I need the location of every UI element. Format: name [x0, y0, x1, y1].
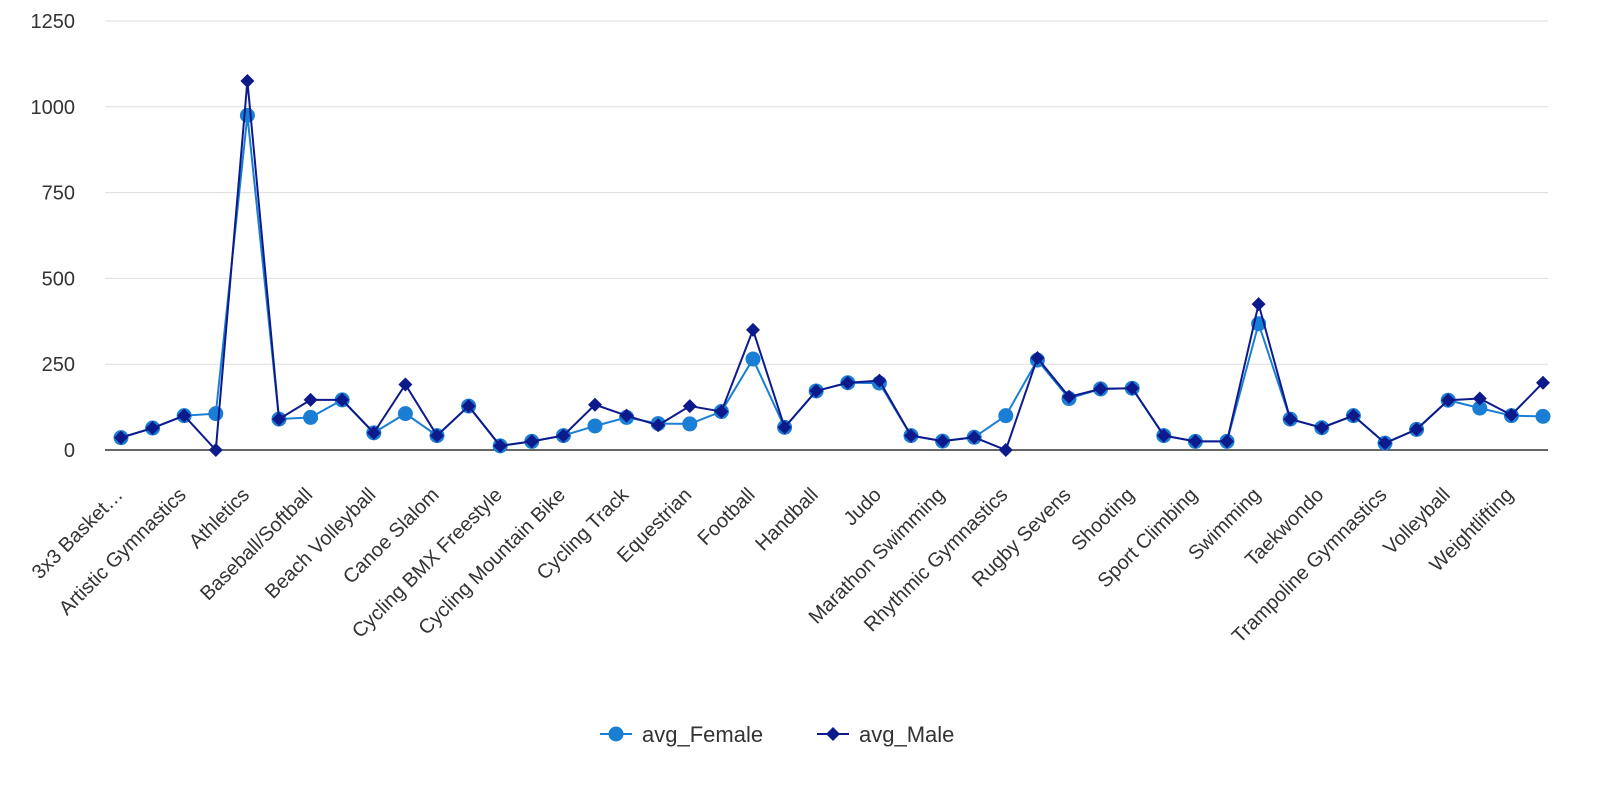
data-point-avg_Male — [840, 375, 855, 390]
data-point-avg_Male — [303, 392, 318, 407]
data-point-avg_Male — [1504, 407, 1519, 422]
data-point-avg_Female — [998, 408, 1014, 424]
data-point-avg_Male — [619, 408, 634, 423]
series-group — [113, 74, 1551, 457]
legend-label: avg_Male — [859, 722, 954, 747]
data-point-avg_Male — [1156, 428, 1171, 443]
data-point-avg_Male — [714, 404, 729, 419]
y-tick-label: 0 — [64, 440, 75, 462]
data-point-avg_Male — [1251, 297, 1266, 312]
y-tick-label: 1250 — [31, 11, 76, 33]
y-tick-label: 750 — [42, 183, 75, 205]
data-point-avg_Male — [398, 377, 413, 392]
data-point-avg_Female — [682, 416, 698, 432]
data-point-avg_Female — [745, 351, 761, 367]
data-point-avg_Male — [809, 383, 824, 398]
data-point-avg_Male — [366, 425, 381, 440]
legend-item-avg_Male: avg_Male — [817, 722, 954, 747]
data-point-avg_Male — [145, 421, 160, 436]
x-tick-label: Artistic Gymnastics — [55, 484, 191, 620]
legend-label: avg_Female — [642, 722, 763, 747]
y-axis-tick-labels: 0 250 500 750 1000 1250 — [31, 11, 76, 462]
x-tick-label: Football — [694, 484, 760, 550]
y-tick-label: 500 — [42, 268, 75, 290]
legend-marker — [826, 727, 840, 741]
series-avg_Female — [113, 107, 1551, 454]
series-line-avg_Female — [120, 115, 1544, 447]
data-point-avg_Female — [397, 406, 413, 422]
x-tick-label: Beach Volleyball — [261, 484, 380, 603]
data-point-avg_Male — [935, 434, 950, 449]
data-point-avg_Male — [588, 397, 602, 412]
data-point-avg_Male — [682, 399, 697, 414]
x-axis-tick-labels: 3x3 Basket…Artistic GymnasticsAthleticsB… — [28, 483, 1518, 647]
data-point-avg_Female — [587, 418, 603, 434]
data-point-avg_Male — [461, 399, 476, 414]
data-point-avg_Male — [1062, 389, 1076, 404]
data-point-avg_Male — [493, 438, 508, 453]
data-point-avg_Male — [967, 430, 982, 445]
legend-item-avg_Female: avg_Female — [600, 722, 763, 747]
series-line-avg_Male — [120, 80, 1544, 453]
data-point-avg_Male — [114, 430, 128, 445]
data-point-avg_Male — [1536, 375, 1550, 390]
data-point-avg_Male — [177, 408, 192, 423]
data-point-avg_Male — [524, 434, 539, 449]
data-point-avg_Male — [1409, 422, 1424, 437]
x-tick-label: Judo — [840, 484, 886, 530]
data-point-avg_Male — [1125, 381, 1140, 396]
data-point-avg_Female — [208, 406, 224, 422]
data-point-avg_Male — [1188, 434, 1203, 449]
data-point-avg_Male — [1283, 412, 1298, 427]
y-tick-label: 1000 — [31, 97, 76, 119]
data-point-avg_Female — [1535, 408, 1551, 424]
legend-marker — [608, 726, 624, 742]
data-point-avg_Male — [1030, 351, 1045, 366]
y-tick-label: 250 — [42, 354, 75, 376]
x-tick-label: Handball — [751, 484, 822, 555]
data-point-avg_Male — [272, 412, 286, 427]
data-point-avg_Male — [746, 322, 760, 337]
data-point-avg_Female — [1472, 400, 1488, 416]
data-point-avg_Female — [303, 409, 319, 425]
data-point-avg_Male — [1472, 391, 1487, 406]
data-point-avg_Male — [777, 420, 792, 435]
data-point-avg_Male — [1378, 436, 1392, 451]
data-point-avg_Male — [1314, 420, 1329, 435]
data-point-avg_Male — [651, 418, 666, 433]
data-point-avg_Male — [556, 428, 571, 443]
data-point-avg_Male — [1346, 408, 1361, 423]
data-point-avg_Male — [1220, 434, 1234, 449]
data-point-avg_Male — [240, 74, 255, 89]
data-point-avg_Male — [430, 428, 444, 443]
legend: avg_Female avg_Male — [600, 722, 954, 747]
x-tick-label: Baseball/Softball — [196, 484, 317, 605]
data-point-avg_Male — [904, 428, 918, 443]
data-point-avg_Male — [1441, 393, 1456, 408]
data-point-avg_Male — [208, 443, 223, 457]
data-point-avg_Male — [335, 392, 350, 407]
data-point-avg_Male — [872, 373, 887, 388]
data-point-avg_Female — [239, 107, 255, 123]
data-point-avg_Male — [998, 443, 1013, 457]
data-point-avg_Male — [1093, 381, 1108, 396]
grid-lines — [105, 20, 1548, 365]
series-avg_Male — [114, 74, 1550, 457]
